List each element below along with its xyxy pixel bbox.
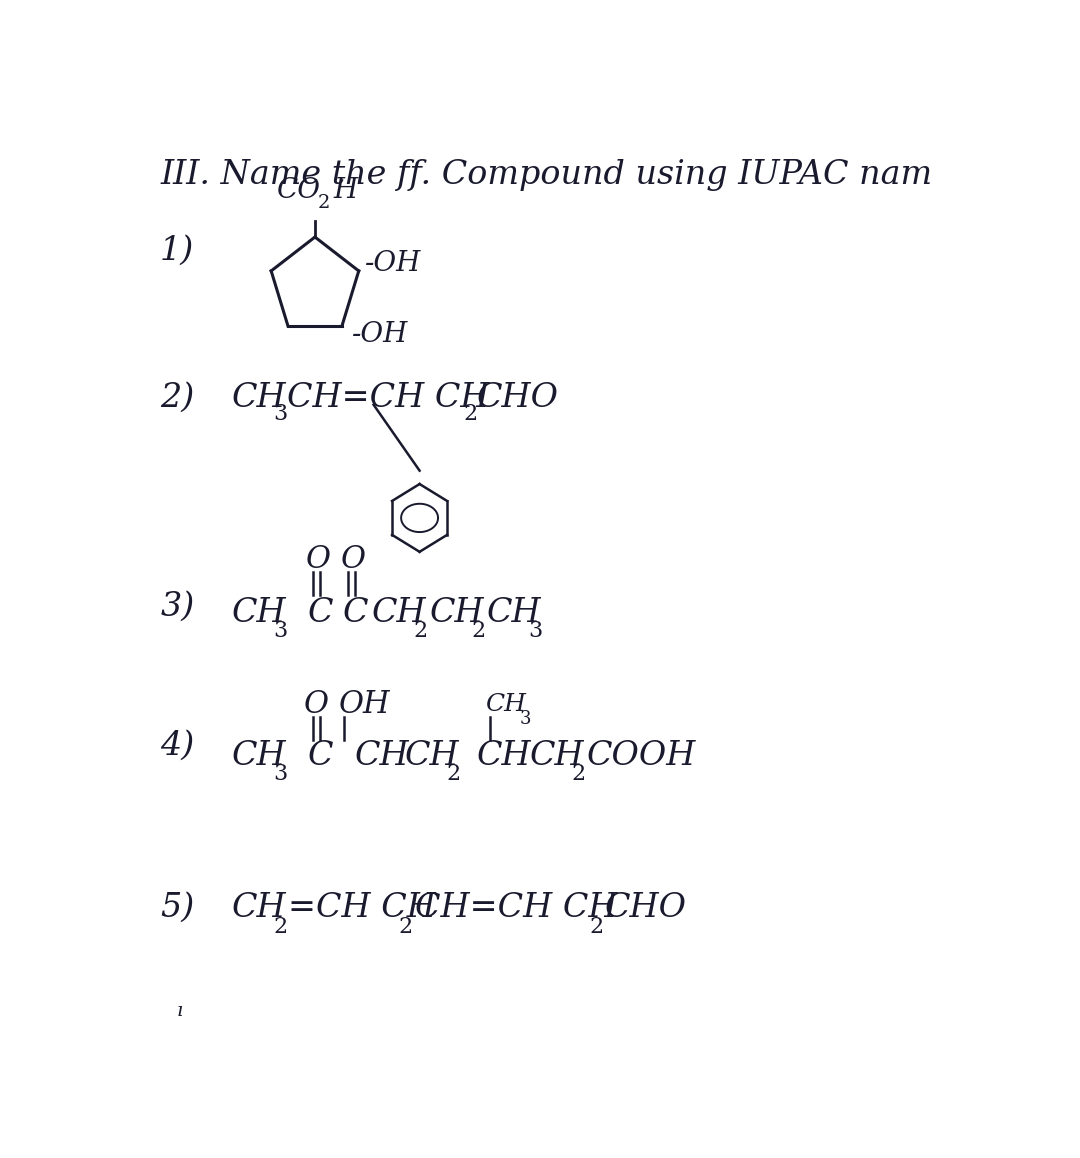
Text: H: H (334, 177, 357, 204)
Text: 2: 2 (590, 916, 604, 938)
Text: CH: CH (231, 892, 286, 924)
Text: =CH CH: =CH CH (288, 892, 436, 924)
Text: CH: CH (530, 740, 584, 772)
Text: -OH: -OH (352, 321, 408, 349)
Text: 2: 2 (399, 916, 413, 938)
Text: 2: 2 (463, 403, 477, 425)
Text: C: C (308, 740, 333, 772)
Text: 1): 1) (160, 234, 194, 266)
Text: 2: 2 (318, 195, 329, 212)
Text: CH: CH (405, 740, 459, 772)
Text: 3): 3) (160, 591, 194, 623)
Text: CH=CH CH: CH=CH CH (287, 381, 490, 413)
Text: 5): 5) (160, 892, 194, 924)
Text: 2: 2 (273, 916, 287, 938)
Text: 3: 3 (521, 710, 531, 727)
Text: O: O (306, 544, 330, 576)
Text: CH: CH (231, 740, 286, 772)
Text: CO: CO (278, 177, 321, 204)
Text: C: C (342, 598, 368, 629)
Text: 2): 2) (160, 381, 194, 413)
Text: CH: CH (476, 740, 531, 772)
Text: 3: 3 (273, 763, 287, 785)
Text: 3: 3 (528, 621, 542, 643)
Text: C: C (308, 598, 333, 629)
Text: 4): 4) (160, 730, 194, 761)
Text: 2: 2 (572, 763, 586, 785)
Text: CH: CH (231, 598, 286, 629)
Text: 2: 2 (472, 621, 486, 643)
Text: 2: 2 (446, 763, 460, 785)
Text: ı: ı (177, 1002, 184, 1020)
Text: O: O (305, 689, 329, 720)
Text: 3: 3 (273, 621, 287, 643)
Text: CHO: CHO (476, 381, 558, 413)
Text: OH: OH (339, 689, 391, 720)
Text: 3: 3 (273, 403, 287, 425)
Text: CH=CH CH: CH=CH CH (415, 892, 617, 924)
Text: III. Name the ff. Compound using IUPAC nam: III. Name the ff. Compound using IUPAC n… (160, 159, 932, 191)
Text: -OH: -OH (365, 250, 422, 277)
Text: CH: CH (354, 740, 409, 772)
Text: 2: 2 (414, 621, 428, 643)
Text: COOH: COOH (588, 740, 697, 772)
Text: CH: CH (485, 692, 526, 716)
Text: CH: CH (231, 381, 286, 413)
Text: CH: CH (430, 598, 484, 629)
Text: O: O (341, 544, 366, 576)
Text: CH: CH (486, 598, 541, 629)
Text: CHO: CHO (605, 892, 687, 924)
Text: CH: CH (372, 598, 427, 629)
